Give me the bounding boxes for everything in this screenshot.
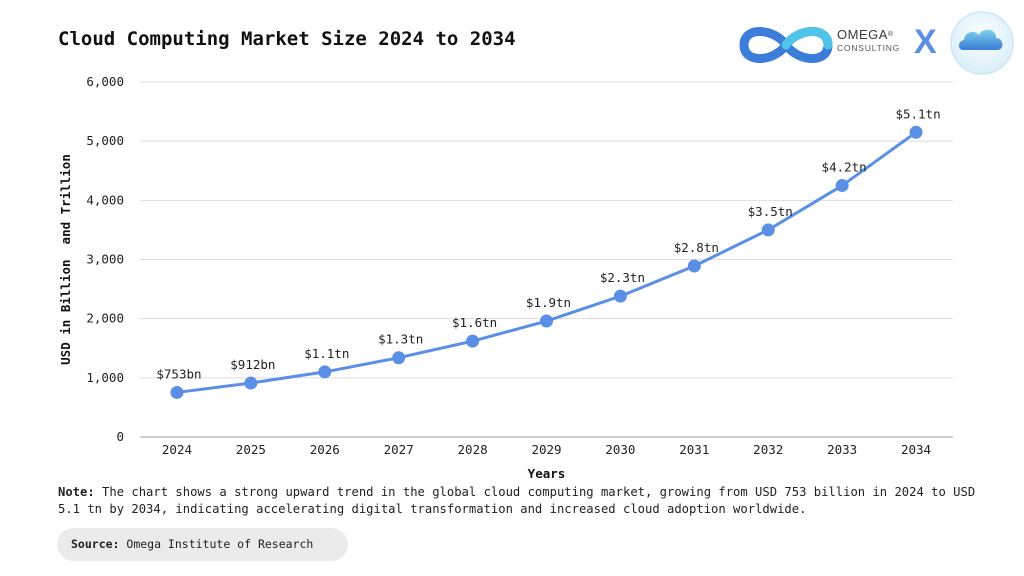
omega-sub: CONSULTING — [837, 43, 901, 53]
data-point — [687, 259, 701, 273]
y-axis-title: USD in Billion and Trillion — [58, 154, 73, 365]
series-line — [176, 131, 917, 394]
x-tick-label: 2029 — [531, 442, 561, 457]
data-label: $912bn — [230, 357, 275, 372]
source-label: Source: — [71, 537, 120, 551]
chart-title: Cloud Computing Market Size 2024 to 2034 — [58, 28, 516, 50]
x-tick-label: 2027 — [384, 442, 414, 457]
data-point — [835, 179, 849, 193]
omega-wordmark: OMEGA® CONSULTING — [837, 27, 901, 54]
x-tick-label: 2026 — [310, 442, 340, 457]
y-tick-label: 3,000 — [86, 252, 124, 267]
x-tick-label: 2030 — [605, 442, 635, 457]
data-point — [170, 385, 184, 399]
omega-reg-mark: ® — [887, 31, 894, 38]
cloud-icon — [950, 11, 1014, 75]
x-tick-label: 2028 — [458, 442, 488, 457]
note-label: Note: — [58, 485, 95, 499]
source-badge: Source: Omega Institute of Research — [57, 528, 348, 561]
omega-name: OMEGA — [837, 27, 888, 42]
data-label: $1.9tn — [526, 295, 571, 310]
x-tick-label: 2032 — [753, 442, 783, 457]
data-label: $2.3tn — [600, 270, 645, 285]
data-label: $1.6tn — [452, 315, 497, 330]
x-tick-label: 2024 — [162, 442, 192, 457]
data-point — [318, 365, 332, 379]
data-label: $753bn — [156, 366, 201, 381]
data-label: $2.8tn — [674, 240, 719, 255]
data-point — [761, 223, 775, 237]
y-tick-label: 0 — [116, 429, 124, 444]
data-point — [244, 376, 258, 390]
data-point — [392, 351, 406, 365]
x-tick-label: 2031 — [679, 442, 709, 457]
infinity-icon — [739, 27, 833, 63]
y-tick-label: 5,000 — [86, 133, 124, 148]
data-point — [909, 125, 923, 139]
x-tick-label: 2034 — [901, 442, 931, 457]
data-label: $3.5tn — [748, 204, 793, 219]
data-label: $1.3tn — [378, 332, 423, 347]
data-label: $1.1tn — [304, 346, 349, 361]
x-axis-title: Years — [528, 466, 566, 481]
y-tick-label: 1,000 — [86, 370, 124, 385]
data-label: $4.2tn — [822, 160, 867, 175]
y-tick-label: 4,000 — [86, 192, 124, 207]
y-tick-label: 6,000 — [86, 74, 124, 89]
line-chart: 0 1,000 2,000 3,000 4,000 5,000 6,000 2024 2025 2… — [58, 74, 953, 481]
logo-group: OMEGA® CONSULTING X — [736, 10, 1018, 78]
x-tick-label: 2025 — [236, 442, 266, 457]
data-label: $5.1tn — [895, 106, 940, 121]
cross-mark: X — [914, 23, 937, 61]
y-tick-label: 2,000 — [86, 311, 124, 326]
data-point — [466, 334, 480, 348]
chart-note: Note: The chart shows a strong upward tr… — [58, 484, 978, 518]
data-point — [613, 289, 627, 303]
data-point — [540, 314, 553, 328]
x-tick-label: 2033 — [827, 442, 857, 457]
source-text: Omega Institute of Research — [119, 537, 314, 551]
note-text: The chart shows a strong upward trend in… — [58, 485, 976, 516]
